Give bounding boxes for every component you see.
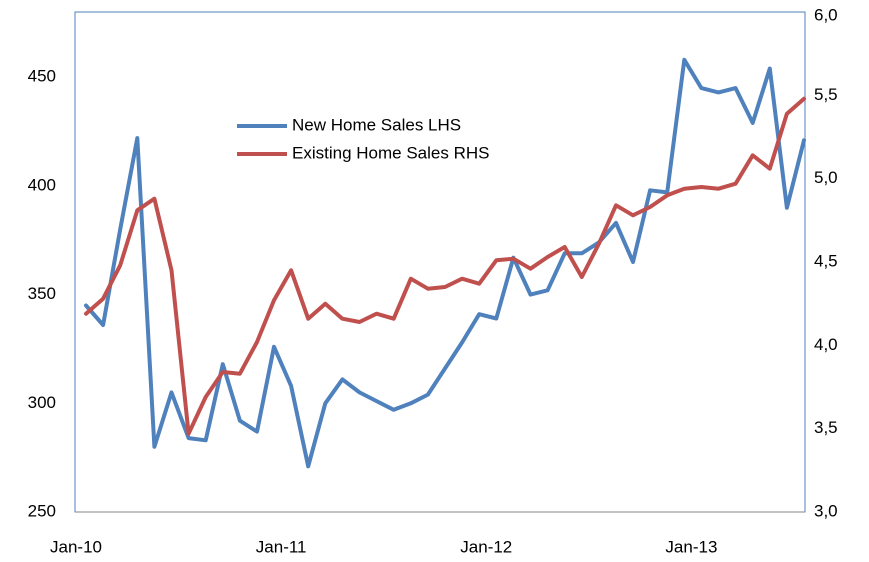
y-tick-label: 300 <box>28 393 56 412</box>
legend-label: Existing Home Sales RHS <box>292 143 489 162</box>
y2-tick-label: 3,0 <box>814 501 838 520</box>
y-tick-label: 450 <box>28 67 56 86</box>
y-tick-label: 350 <box>28 284 56 303</box>
x-tick-label: Jan-10 <box>50 537 102 556</box>
y-tick-label: 250 <box>28 501 56 520</box>
x-tick-label: Jan-12 <box>460 537 512 556</box>
y2-tick-label: 3,5 <box>814 418 838 437</box>
y2-tick-label: 4,5 <box>814 251 838 270</box>
y2-tick-label: 6,0 <box>814 5 838 24</box>
plot-frame <box>74 11 806 513</box>
series-line <box>84 57 806 469</box>
y2-tick-label: 5,5 <box>814 85 838 104</box>
y2-tick-label: 5,0 <box>814 168 838 187</box>
y2-tick-label: 4,0 <box>814 335 838 354</box>
x-tick-label: Jan-13 <box>665 537 717 556</box>
y-tick-label: 400 <box>28 175 56 194</box>
legend-label: New Home Sales LHS <box>292 115 461 134</box>
series-line <box>84 96 806 436</box>
x-tick-label: Jan-11 <box>256 537 307 556</box>
